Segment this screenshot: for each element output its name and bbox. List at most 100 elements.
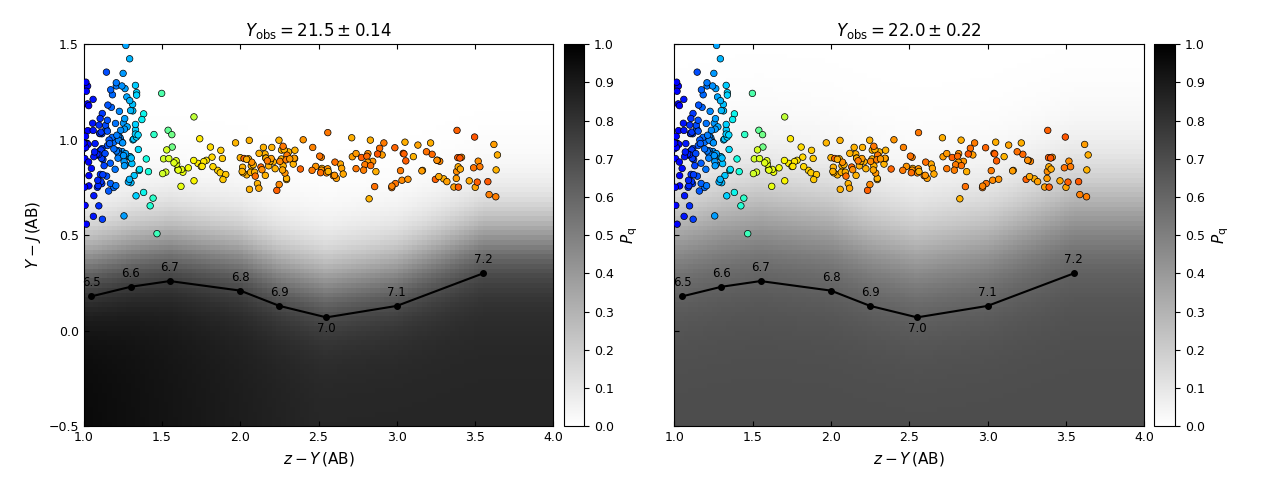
Point xyxy=(106,182,126,190)
Point xyxy=(988,175,1009,183)
Point xyxy=(709,153,730,161)
Point xyxy=(960,145,981,152)
Point xyxy=(167,166,188,174)
Point xyxy=(125,126,145,134)
Point xyxy=(1075,141,1095,148)
Point xyxy=(115,125,135,133)
Point xyxy=(712,179,732,187)
Point xyxy=(156,168,176,176)
Point xyxy=(111,126,131,134)
Point xyxy=(1039,154,1059,162)
Point xyxy=(103,138,124,146)
Point xyxy=(728,168,749,175)
Point xyxy=(1018,156,1039,164)
Point xyxy=(393,149,413,157)
Point xyxy=(269,136,290,144)
Point xyxy=(354,166,375,174)
Point xyxy=(421,139,441,147)
Point xyxy=(163,159,184,167)
Point xyxy=(202,153,223,161)
Point xyxy=(864,166,884,174)
Point xyxy=(847,154,867,162)
Point xyxy=(448,163,468,171)
Point xyxy=(909,168,929,175)
Point xyxy=(158,126,179,134)
Point xyxy=(79,158,99,166)
Point xyxy=(120,153,140,161)
Point xyxy=(699,136,719,144)
Point xyxy=(274,169,295,177)
Point xyxy=(373,139,394,147)
Point xyxy=(743,90,763,98)
Point xyxy=(669,172,690,179)
Point xyxy=(468,157,489,165)
Point xyxy=(994,153,1014,161)
Point xyxy=(403,153,423,161)
Point xyxy=(125,81,145,89)
Point xyxy=(477,178,498,186)
Point xyxy=(358,150,378,158)
Point xyxy=(215,171,236,178)
Point xyxy=(708,93,728,101)
Point xyxy=(707,149,727,157)
Point xyxy=(853,158,874,166)
Point xyxy=(85,140,106,147)
Point xyxy=(318,129,338,137)
Point xyxy=(158,155,179,163)
Point xyxy=(681,178,701,186)
Point xyxy=(838,180,858,188)
Point xyxy=(779,159,799,167)
Point xyxy=(844,144,865,151)
Point xyxy=(131,116,152,123)
Point xyxy=(798,167,819,174)
Point xyxy=(703,147,723,155)
Point xyxy=(95,149,116,157)
Point xyxy=(485,166,506,174)
Point xyxy=(699,149,719,157)
Text: 7.0: 7.0 xyxy=(907,322,927,336)
Point xyxy=(305,163,326,171)
Point xyxy=(685,162,705,170)
Point xyxy=(91,180,112,188)
Point xyxy=(104,166,125,173)
Point xyxy=(324,172,345,179)
Point xyxy=(93,171,113,179)
Point xyxy=(830,136,851,144)
Point xyxy=(120,175,140,183)
Point xyxy=(284,155,305,163)
Point xyxy=(699,135,719,143)
Point xyxy=(100,86,121,94)
Point xyxy=(355,161,376,169)
Point xyxy=(323,172,344,180)
Point xyxy=(91,110,112,118)
Point xyxy=(372,151,393,159)
Point xyxy=(775,156,795,164)
Point xyxy=(681,147,701,155)
Point xyxy=(786,156,807,164)
Point xyxy=(668,127,689,135)
Point xyxy=(245,172,265,180)
Point xyxy=(122,100,143,108)
Point xyxy=(696,182,717,190)
Text: 7.0: 7.0 xyxy=(317,322,336,336)
Point xyxy=(714,135,735,143)
Point xyxy=(254,144,274,151)
Point xyxy=(248,184,269,192)
Point xyxy=(958,150,978,158)
Point xyxy=(686,122,707,129)
Point xyxy=(852,155,873,163)
Point xyxy=(116,149,136,157)
Point xyxy=(73,145,94,153)
Point xyxy=(391,176,412,184)
Point xyxy=(867,175,888,183)
Point xyxy=(89,121,109,129)
Title: $Y_\mathrm{obs} = 22.0 \pm 0.22$: $Y_\mathrm{obs} = 22.0 \pm 0.22$ xyxy=(837,21,982,41)
Point xyxy=(238,155,259,163)
Point xyxy=(981,167,1001,174)
Point xyxy=(113,152,134,160)
Point xyxy=(356,152,377,160)
Point xyxy=(366,168,386,175)
Point xyxy=(748,146,768,154)
Point xyxy=(1024,175,1045,183)
Point xyxy=(705,162,726,170)
